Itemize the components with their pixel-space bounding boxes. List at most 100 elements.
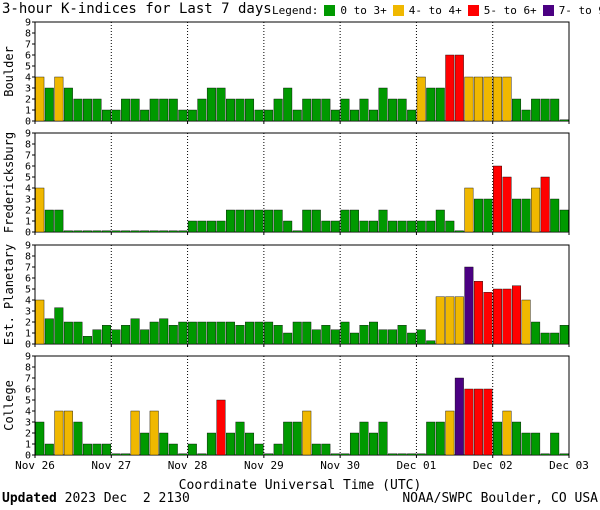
kindex-bar xyxy=(235,325,245,345)
kindex-bar xyxy=(302,321,312,345)
y-tick-label: 8 xyxy=(25,29,31,40)
kindex-bar xyxy=(454,54,464,122)
kindex-bar xyxy=(388,329,398,345)
kindex-bar xyxy=(63,321,73,345)
y-tick-label: 6 xyxy=(25,385,31,396)
kindex-bar xyxy=(206,321,216,345)
kindex-bar xyxy=(168,230,178,233)
y-tick-label: 3 xyxy=(25,195,31,206)
panel-ylabel: Fredericksburg xyxy=(2,132,16,233)
kindex-bar xyxy=(359,220,369,233)
legend-text-active: 4- to 4+ xyxy=(408,4,462,17)
kindex-bar xyxy=(540,176,550,233)
kindex-bar xyxy=(159,98,169,122)
kindex-bar xyxy=(102,109,111,122)
kindex-bar xyxy=(435,87,445,122)
kindex-bar xyxy=(82,443,92,456)
kindex-bar xyxy=(502,410,512,456)
kindex-bar xyxy=(216,87,226,122)
kindex-bar xyxy=(197,453,207,456)
kindex-bar xyxy=(159,432,169,456)
panel-ylabel: Est. Planetary xyxy=(2,244,16,345)
kindex-bar xyxy=(82,98,92,122)
kindex-bar xyxy=(407,453,417,456)
kindex-bar xyxy=(111,109,121,122)
kindex-bar xyxy=(226,209,235,233)
kindex-bar xyxy=(283,87,293,122)
kindex-bar xyxy=(226,98,235,122)
kindex-bar xyxy=(111,453,121,456)
y-tick-label: 4 xyxy=(25,296,31,307)
legend-item-active: 4- to 4+ xyxy=(392,4,462,17)
y-tick-label: 8 xyxy=(25,363,31,374)
kindex-bar xyxy=(388,220,398,233)
y-tick-label: 1 xyxy=(25,329,31,340)
kindex-bar xyxy=(73,98,83,122)
kindex-bar xyxy=(378,421,388,456)
kindex-bar xyxy=(187,443,197,456)
y-tick-label: 9 xyxy=(25,241,31,252)
kindex-bar xyxy=(273,209,283,233)
kindex-bar xyxy=(35,299,45,345)
kindex-bar xyxy=(35,421,45,456)
kindex-bar xyxy=(254,209,264,233)
kindex-bar xyxy=(121,453,131,456)
kindex-bar xyxy=(445,296,455,345)
panel-frame xyxy=(34,355,570,456)
kindex-bar xyxy=(149,230,159,233)
kindex-bar xyxy=(416,329,426,345)
kindex-bar xyxy=(416,220,426,233)
y-tick-label: 5 xyxy=(25,396,31,407)
kindex-bar xyxy=(531,432,541,456)
kindex-bar xyxy=(121,325,131,345)
x-tick-label: Dec 03 xyxy=(549,459,589,472)
kindex-bar xyxy=(140,329,150,345)
kindex-bar xyxy=(264,109,274,122)
kindex-bar xyxy=(44,87,54,122)
kindex-bar xyxy=(130,410,140,456)
kindex-bar xyxy=(473,76,483,122)
kindex-bar xyxy=(493,421,502,456)
legend-text-storm: 5- to 6+ xyxy=(483,4,537,17)
y-tick-label: 2 xyxy=(25,206,31,217)
kindex-bar xyxy=(254,109,264,122)
kindex-bar xyxy=(435,209,445,233)
kindex-bar xyxy=(483,388,493,456)
kindex-bar xyxy=(73,321,83,345)
kindex-bar xyxy=(178,230,188,233)
kindex-bar xyxy=(559,325,569,345)
kindex-bar xyxy=(512,421,522,456)
kindex-bar xyxy=(82,336,92,345)
kindex-bar xyxy=(340,98,350,122)
kindex-chart: 0123456789Boulder0123456789Fredericksbur… xyxy=(2,18,589,473)
kindex-bar xyxy=(226,432,235,456)
kindex-bar xyxy=(493,288,502,345)
kindex-bar xyxy=(149,98,159,122)
kindex-bar xyxy=(502,288,512,345)
y-tick-label: 6 xyxy=(25,274,31,285)
kindex-bar xyxy=(44,318,54,345)
kindex-bar xyxy=(235,209,245,233)
kindex-bar xyxy=(445,54,455,122)
legend-swatch-green xyxy=(324,5,336,16)
y-tick-label: 7 xyxy=(25,263,31,274)
kindex-bar xyxy=(44,209,54,233)
kindex-bar xyxy=(369,432,378,456)
kindex-bar xyxy=(178,321,188,345)
x-tick-label: Nov 29 xyxy=(244,459,284,472)
kindex-bar xyxy=(464,388,474,456)
y-tick-label: 0 xyxy=(25,340,31,351)
kindex-bar xyxy=(283,220,293,233)
y-tick-label: 7 xyxy=(25,151,31,162)
kindex-bar xyxy=(349,209,359,233)
panel-ylabel: College xyxy=(2,380,16,431)
kindex-bar xyxy=(54,410,64,456)
kindex-bar xyxy=(388,453,398,456)
kindex-bar xyxy=(168,443,178,456)
kindex-bar xyxy=(197,321,207,345)
kindex-bar xyxy=(254,321,264,345)
kindex-bar xyxy=(159,318,169,345)
kindex-bar xyxy=(454,230,464,233)
kindex-bar xyxy=(264,321,274,345)
kindex-bar xyxy=(483,198,493,233)
